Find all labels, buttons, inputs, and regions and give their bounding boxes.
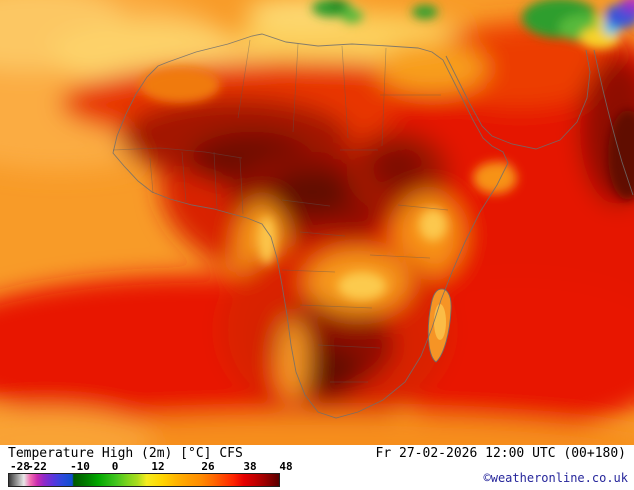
temperature-map (0, 0, 634, 445)
legend-tick: 48 (279, 460, 293, 473)
india-coastline (593, 49, 634, 196)
country-borders (112, 39, 449, 383)
copyright-link[interactable]: ©weatheronline.co.uk (483, 471, 629, 485)
legend-tick-labels: -28 -22 -10 0 12 26 38 48 (8, 461, 308, 473)
caption-row: Temperature High (2m) [°C] CFS Fr 27-02-… (0, 445, 634, 461)
legend-tick: -28 (10, 460, 30, 473)
legend-colorbar (8, 473, 280, 487)
map-title: Temperature High (2m) [°C] CFS (8, 446, 243, 461)
africa-coastline (112, 33, 509, 419)
coastlines (112, 33, 634, 419)
legend-tick: 12 (151, 460, 165, 473)
legend-tick: 26 (201, 460, 215, 473)
arabia-coastline (445, 49, 591, 150)
legend-bar: Temperature High (2m) [°C] CFS Fr 27-02-… (0, 445, 634, 490)
temperature-field-svg (0, 0, 634, 445)
legend-tick: -22 (27, 460, 47, 473)
legend-tick: -10 (70, 460, 90, 473)
legend-tick: 38 (243, 460, 257, 473)
legend-tick: 0 (111, 460, 119, 473)
map-datetime: Fr 27-02-2026 12:00 UTC (00+180) (375, 446, 626, 461)
